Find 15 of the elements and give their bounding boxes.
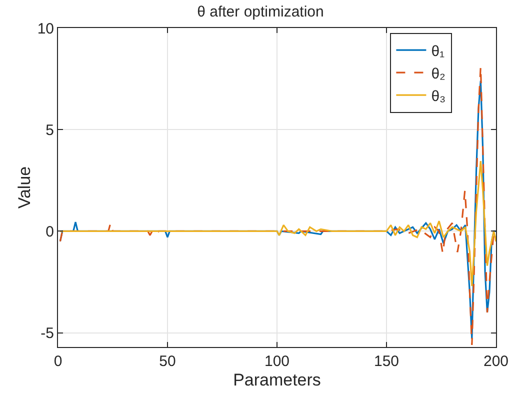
x-tick-label: 100 [264,353,290,370]
legend-label: θ₃ [431,88,446,105]
y-tick-label: -5 [40,325,54,342]
x-axis-title: Parameters [233,370,321,390]
y-tick-label: 0 [46,223,54,240]
x-tick-label: 50 [159,353,176,370]
line-series [59,160,496,287]
legend-label: θ₂ [431,65,446,82]
chart-title: θ after optimization [197,4,324,21]
x-tick-label: 150 [374,353,400,370]
y-tick-label: 10 [37,20,54,38]
x-tick-label: 200 [483,353,509,370]
y-tick-label: 5 [46,122,54,139]
legend-label: θ₁ [431,42,445,60]
y-axis-title: Value [14,166,34,209]
